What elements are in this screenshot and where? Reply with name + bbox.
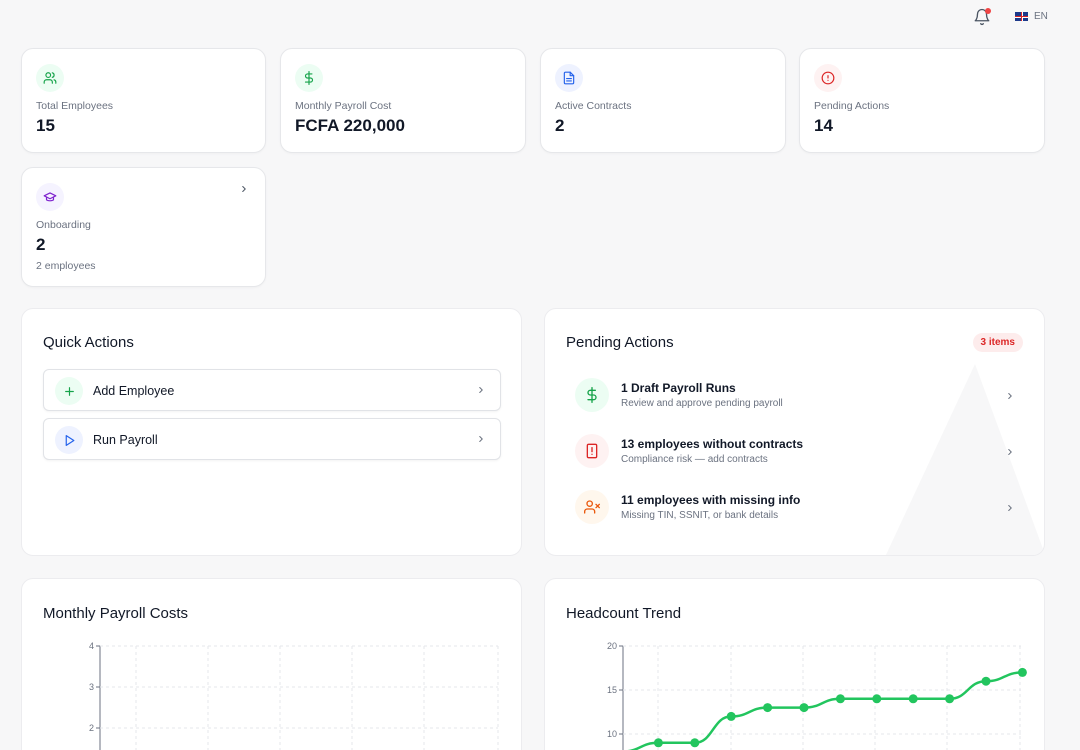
alert-circle-icon (814, 64, 842, 92)
file-alert-icon (575, 434, 609, 468)
pending-action-desc: Compliance risk — add contracts (621, 454, 768, 465)
document-icon (555, 64, 583, 92)
chevron-right-icon (1008, 504, 1012, 512)
quick-action-label: Run Payroll (93, 433, 158, 447)
stat-label: Onboarding (36, 219, 91, 231)
stat-card-active-contracts: Active Contracts 2 (540, 48, 786, 153)
stat-card-total-employees: Total Employees 15 (21, 48, 266, 153)
payroll-chart: 4 3 2 (89, 641, 499, 750)
chevron-right-icon (1008, 448, 1012, 456)
play-icon (55, 426, 83, 454)
pending-action-missing-info[interactable]: 11 employees with missing info Missing T… (575, 488, 1015, 528)
language-selector[interactable]: EN (1015, 11, 1048, 22)
top-bar: EN (0, 0, 1080, 36)
data-point (835, 694, 845, 704)
add-employee-button[interactable]: Add Employee (43, 369, 501, 411)
chart-title: Headcount Trend (566, 605, 682, 622)
chevron-right-icon (479, 435, 483, 443)
payroll-chart-panel: Monthly Payroll Costs 4 3 2 (21, 578, 522, 750)
chart-title: Monthly Payroll Costs (43, 605, 189, 622)
uk-flag-icon (1015, 12, 1028, 21)
graduation-cap-icon (36, 183, 64, 211)
data-point (653, 738, 663, 748)
headcount-line (627, 671, 1023, 750)
panel-title: Pending Actions (566, 334, 674, 351)
chevron-right-icon (479, 386, 483, 394)
quick-action-label: Add Employee (93, 384, 175, 398)
pending-action-draft-payroll[interactable]: 1 Draft Payroll Runs Review and approve … (575, 376, 1015, 416)
headcount-chart-panel: Headcount Trend 20 15 10 (544, 578, 1045, 750)
panel-title: Quick Actions (43, 334, 134, 351)
stat-card-payroll-cost: Monthly Payroll Cost FCFA 220,000 (280, 48, 526, 153)
pending-actions-panel: Pending Actions 3 items 1 Draft Payroll … (544, 308, 1045, 556)
data-point (763, 703, 773, 713)
stat-card-onboarding[interactable]: Onboarding 2 2 employees (21, 167, 266, 287)
tick-label: 4 (89, 641, 94, 651)
data-point (981, 676, 991, 686)
stat-value: 2 (555, 116, 565, 135)
stat-label: Total Employees (36, 100, 114, 112)
user-x-icon (575, 490, 609, 524)
chevron-right-icon (242, 185, 246, 193)
run-payroll-button[interactable]: Run Payroll (43, 418, 501, 460)
tick-label: 20 (607, 641, 617, 651)
pending-action-title: 11 employees with missing info (621, 493, 801, 507)
headcount-chart: 20 15 10 (607, 641, 1027, 750)
decorative-triangle (885, 364, 1044, 555)
users-icon (36, 64, 64, 92)
chevron-right-icon (1008, 392, 1012, 400)
stat-label: Monthly Payroll Cost (295, 100, 392, 112)
data-point (726, 711, 736, 721)
data-point (1017, 667, 1027, 677)
dollar-icon (575, 378, 609, 412)
tick-label: 15 (607, 685, 617, 695)
bell-icon[interactable] (973, 8, 991, 26)
data-point (945, 694, 955, 704)
tick-label: 3 (89, 682, 94, 692)
stat-label: Active Contracts (555, 100, 632, 112)
stat-value: FCFA 220,000 (295, 116, 405, 135)
notification-dot (985, 8, 991, 14)
data-point (908, 694, 918, 704)
stat-value: 14 (814, 116, 833, 135)
data-point (872, 694, 882, 704)
pending-action-desc: Missing TIN, SSNIT, or bank details (621, 510, 779, 521)
stat-card-pending-actions: Pending Actions 14 (799, 48, 1045, 153)
stat-subtext: 2 employees (36, 260, 96, 272)
pending-action-title: 1 Draft Payroll Runs (621, 381, 736, 395)
pending-action-missing-contracts[interactable]: 13 employees without contracts Complianc… (575, 432, 1015, 472)
plus-icon (55, 377, 83, 405)
stat-value: 2 (36, 235, 46, 254)
pending-action-title: 13 employees without contracts (621, 437, 804, 451)
tick-label: 2 (89, 723, 94, 733)
stat-value: 15 (36, 116, 55, 135)
data-point (690, 738, 700, 748)
dollar-icon (295, 64, 323, 92)
stat-label: Pending Actions (814, 100, 890, 112)
data-point (799, 703, 809, 713)
quick-actions-panel: Quick Actions Add Employee Run Payroll (21, 308, 522, 556)
language-label: EN (1034, 11, 1048, 22)
tick-label: 10 (607, 729, 617, 739)
pending-action-desc: Review and approve pending payroll (621, 398, 783, 409)
pending-count-badge: 3 items (972, 333, 1023, 352)
